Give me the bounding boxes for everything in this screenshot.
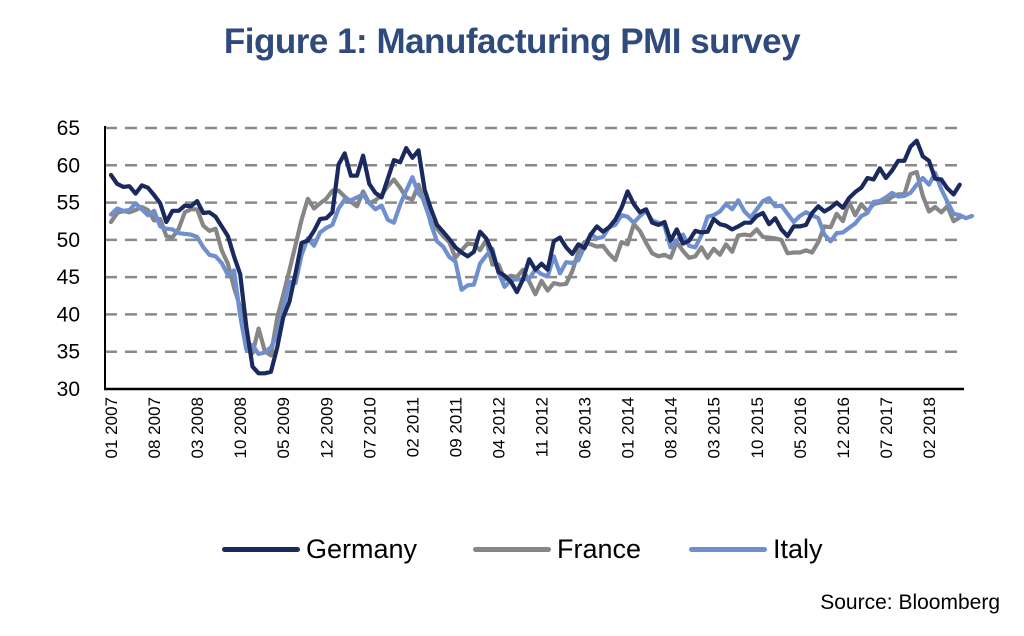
legend-item-france: France [473,534,641,565]
y-tick-label: 65 [57,117,80,140]
x-tick-label: 10 2015 [748,397,767,458]
y-tick-label: 55 [57,192,80,215]
x-tick-label: 06 2013 [576,397,595,458]
series-line-italy [108,170,975,357]
x-tick-label: 08 2007 [145,397,164,458]
chart-title: Figure 1: Manufacturing PMI survey [223,22,801,61]
x-tick-label: 12 2009 [317,397,336,458]
legend-swatch-germany [222,547,300,552]
x-tick-label: 09 2011 [446,397,465,457]
y-tick-label: 35 [57,341,80,364]
x-tick-label: 03 2008 [188,397,207,458]
legend-label-germany: Germany [306,534,418,564]
legend-item-germany: Germany [222,534,417,565]
y-tick-label: 60 [57,154,80,177]
x-tick-label: 04 2012 [489,397,508,458]
x-tick-label: 08 2014 [662,397,681,458]
x-tick-label: 05 2016 [791,397,810,458]
x-tick-label: 10 2008 [231,397,250,458]
y-tick-label: 40 [57,303,80,326]
x-tick-label: 05 2009 [274,397,293,458]
legend-label-italy: Italy [773,534,823,564]
legend-label-france: France [557,534,642,564]
x-tick-label: 01 2014 [619,397,638,458]
series-line-germany [108,138,962,376]
legend-swatch-italy [689,547,767,552]
legend-item-italy: Italy [689,534,823,565]
legend-swatch-france [473,547,551,552]
y-tick-label: 50 [57,229,80,252]
x-axis: 01 2007 08 2007 03 2008 10 2008 05 2009 12 20… [102,387,964,458]
y-tick-label: 30 [57,378,80,401]
x-tick-label: 07 2010 [360,397,379,458]
x-tick-label: 07 2017 [877,397,896,458]
legend: Germany France Italy [0,534,1024,574]
x-tick-label: 02 2018 [920,397,939,458]
source-note: Source: Bloomberg [820,591,1000,614]
x-tick-label: 12 2016 [834,397,853,458]
x-tick-label: 03 2015 [705,397,724,458]
series-lines [108,138,975,376]
gridlines [105,126,964,353]
y-tick-label: 45 [57,266,80,289]
x-tick-label: 02 2011 [403,397,422,457]
x-tick-label: 11 2012 [533,397,552,457]
x-tick-label: 01 2007 [102,397,121,458]
y-axis: 30 35 40 45 50 55 60 65 [57,117,106,401]
